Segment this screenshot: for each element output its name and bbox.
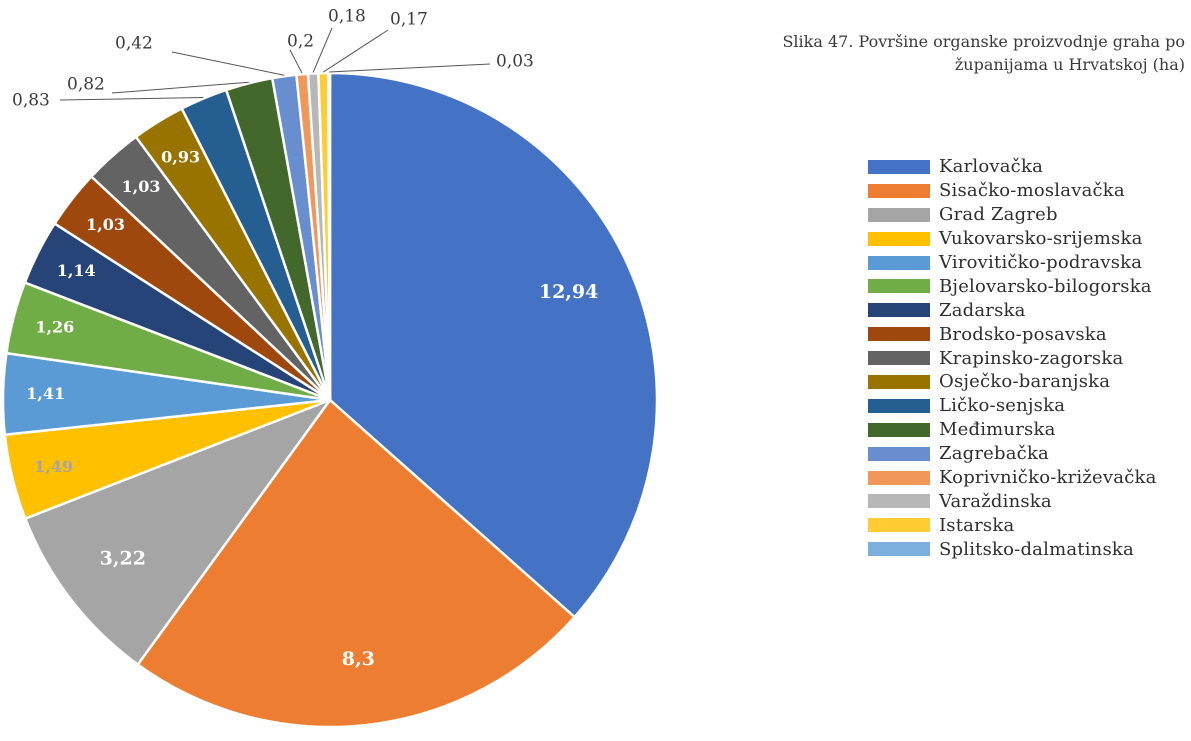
legend-swatch [868,518,930,533]
legend-item-16: Istarska [868,513,1157,537]
legend-item-6: Bjelovarsko-bilogorska [868,274,1157,298]
legend-item-3: Grad Zagreb [868,203,1157,227]
data-label-2: 8,3 [342,648,375,670]
data-label-14: 0,2 [287,32,314,52]
chart-caption: Slika 47. Površine organske proizvodnje … [725,30,1185,76]
legend-swatch [868,398,930,413]
data-label-1: 12,94 [539,281,599,303]
leader-line-16 [323,29,389,73]
legend-item-13: Zagrebačka [868,442,1157,466]
legend-swatch [868,446,930,461]
pie-slice-2 [136,398,576,729]
legend-label: Istarska [939,514,1015,536]
caption-line-1: Slika 47. Površine organske proizvodnje … [782,32,1185,51]
pie-slice-17 [327,71,332,402]
legend-swatch [868,207,930,222]
data-label-12: 0,82 [67,75,105,95]
data-labels: 12,948,33,221,491,411,261,141,031,030,93… [12,7,598,671]
legend-swatch [868,279,930,294]
data-label-10: 0,93 [161,147,200,166]
leader-line-11 [59,97,204,101]
legend-swatch [868,255,930,270]
legend-item-4: Vukovarsko-srijemska [868,227,1157,251]
data-label-8: 1,03 [86,215,125,234]
legend-label: Vukovarsko-srijemska [939,228,1143,250]
legend-label: Karlovačka [939,156,1043,178]
legend-item-14: Koprivničko-križevačka [868,466,1157,490]
legend-item-10: Osječko-baranjska [868,370,1157,394]
pie-slice-1 [328,71,659,619]
legend-swatch [868,183,930,198]
pie-slice-3 [23,398,332,666]
legend-item-9: Krapinsko-zagorska [868,346,1157,370]
legend-label: Sisačko-moslavačka [939,180,1125,202]
data-label-15: 0,18 [328,7,366,27]
legend-label: Koprivničko-križevačka [939,467,1157,489]
legend-item-2: Sisačko-moslavačka [868,179,1157,203]
legend-label: Grad Zagreb [939,204,1058,226]
legend-swatch [868,351,930,366]
legend-label: Krapinsko-zagorska [939,347,1124,369]
legend-label: Virovitičko-podravska [939,252,1143,273]
data-label-5: 1,41 [26,384,65,403]
legend-swatch [868,327,930,342]
legend-label: Međimurska [939,419,1056,441]
data-label-7: 1,14 [57,261,96,280]
data-label-13: 0,42 [115,34,153,54]
legend-swatch [868,374,930,389]
leader-line-12 [111,81,249,94]
legend-item-1: Karlovačka [868,155,1157,179]
data-label-3: 3,22 [100,548,146,570]
leader-line-14 [289,49,303,74]
legend-label: Zagrebačka [939,443,1049,465]
legend-item-12: Međimurska [868,418,1157,442]
data-label-11: 0,83 [12,91,50,111]
data-label-4: 1,49 [34,457,73,476]
data-label-16: 0,17 [390,10,428,30]
legend-item-8: Brodsko-posavska [868,322,1157,346]
legend-item-17: Splitsko-dalmatinska [868,537,1157,561]
leader-line-13 [171,51,285,76]
legend-item-15: Varaždinska [868,489,1157,513]
legend-label: Osječko-baranjska [939,371,1111,393]
leader-line-15 [312,27,333,73]
caption-line-2: županijama u Hrvatskoj (ha) [954,55,1185,74]
legend-label: Brodsko-posavska [939,323,1107,345]
legend-item-11: Ličko-senjska [868,394,1157,418]
legend-label: Zadarska [939,299,1026,321]
legend-swatch [868,231,930,246]
legend-swatch [868,470,930,485]
legend-swatch [868,159,930,174]
pie-slices [1,71,659,729]
legend-item-7: Zadarska [868,298,1157,322]
legend-label: Ličko-senjska [939,395,1066,417]
legend-swatch [868,542,930,557]
legend-swatch [868,303,930,318]
legend-swatch [868,494,930,509]
legend-label: Splitsko-dalmatinska [939,538,1134,560]
legend-label: Varaždinska [939,490,1052,512]
legend-swatch [868,422,930,437]
legend: Karlovačka Sisačko-moslavačka Grad Zagreb V… [868,155,1157,561]
data-label-6: 1,26 [35,318,74,337]
leader-lines [59,27,491,101]
legend-item-5: Virovitičko-podravska [868,251,1157,275]
legend-label: Bjelovarsko-bilogorska [939,275,1152,297]
data-label-17: 0,03 [496,52,534,72]
leader-line-17 [329,63,491,73]
data-label-9: 1,03 [122,177,161,196]
